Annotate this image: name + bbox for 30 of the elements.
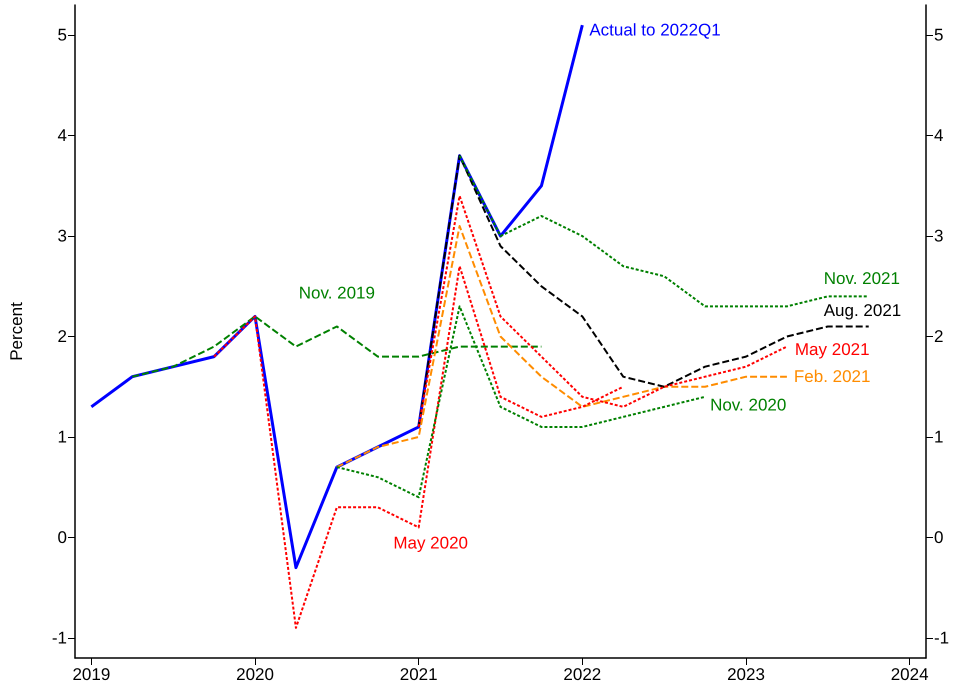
y2-tick-label: -1 bbox=[934, 628, 950, 648]
y-tick-label: 0 bbox=[58, 528, 67, 547]
x-tick-label: 2022 bbox=[563, 665, 602, 684]
x-tick-label: 2023 bbox=[727, 665, 765, 684]
y-axis-title: Percent bbox=[7, 302, 26, 361]
y-tick-label: 1 bbox=[58, 427, 67, 446]
x-tick-label: 2019 bbox=[72, 665, 110, 684]
y2-tick-label: 3 bbox=[934, 226, 944, 246]
y-tick-label: 2 bbox=[58, 327, 67, 346]
y-tick-label: 4 bbox=[58, 126, 67, 146]
y2-tick-label: 1 bbox=[934, 427, 944, 446]
series-label: Nov. 2021 bbox=[824, 268, 900, 288]
y2-tick-label: 4 bbox=[934, 126, 944, 146]
x-tick-label: 2021 bbox=[400, 665, 438, 684]
series-label: Aug. 2021 bbox=[824, 300, 902, 320]
y2-tick-label: 5 bbox=[934, 26, 944, 45]
y-tick-label: 5 bbox=[58, 26, 67, 45]
series-label: Nov. 2020 bbox=[710, 395, 786, 414]
series-label: Nov. 2019 bbox=[298, 283, 375, 302]
y-tick-label: -1 bbox=[52, 628, 67, 648]
y2-tick-label: 0 bbox=[934, 528, 944, 547]
line-series bbox=[336, 225, 788, 468]
series-label: May 2021 bbox=[794, 340, 870, 360]
x-tick-label: 2024 bbox=[890, 665, 929, 684]
series-label: Feb. 2021 bbox=[794, 367, 870, 386]
x-tick-label: 2020 bbox=[236, 665, 274, 684]
series-label: Actual to 2022Q1 bbox=[589, 20, 721, 40]
series-label: May 2020 bbox=[393, 533, 468, 552]
y2-tick-label: 2 bbox=[934, 327, 944, 346]
y-tick-label: 3 bbox=[58, 226, 67, 246]
